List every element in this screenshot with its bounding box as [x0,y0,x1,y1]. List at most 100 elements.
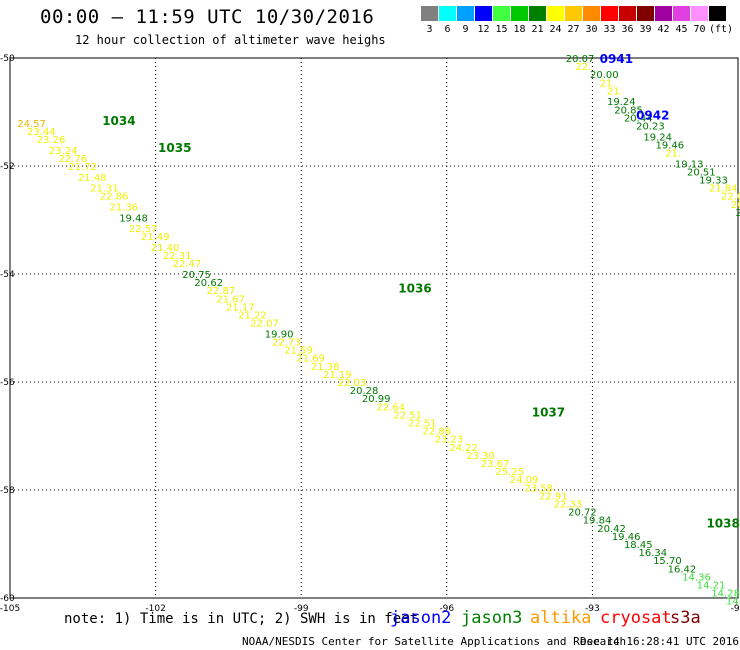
colorbar-tick-label: 36 [621,24,634,35]
wave-height-value: 22.31 [163,251,192,262]
pass-number-label: 1037 [532,406,565,420]
wave-height-value: 24.22 [449,443,478,454]
wave-height-value: 23.23 [435,435,464,446]
wave-height-value: 22. [575,62,591,73]
wave-height-value: 22.87 [207,286,236,297]
wave-height-value: 14. [726,597,740,608]
wave-height-value: 16.42 [668,564,697,575]
wave-height-value: 21.72 [68,162,97,173]
wave-height-value: 19.90 [265,329,294,340]
longitude-tick-label: -105 [0,604,20,614]
wave-height-value: 18.45 [624,540,653,551]
satellite-jason2-label: jason2 [390,608,452,628]
wave-height-value: 21. [607,86,623,97]
colorbar-tick-label: 9 [462,24,469,35]
wave-height-value: 19.46 [655,140,684,151]
colorbar-tick-label: 18 [513,24,526,35]
data-source-credit: NOAA/NESDIS Center for Satellite Applica… [242,635,627,648]
latitude-tick-label: -56 [0,378,15,388]
wave-height-value: 22.64 [376,402,405,413]
colorbar-tick-label: 45 [675,24,688,35]
wave-height-value: 21.19 [323,370,352,381]
longitude-tick-label: -99 [294,604,309,614]
wave-height-value: 20.28 [350,386,379,397]
generation-timestamp: Dec 14 16:28:41 UTC 2016 [580,635,739,648]
wave-height-value: 24.09 [510,475,539,486]
wave-height-value: 14.36 [682,572,711,583]
satellite-jason3-label: jason3 [461,608,523,628]
wave-height-value: 20. [731,200,740,211]
wave-height-value: 21.67 [216,294,245,305]
satellite-s3a-label: s3a [670,608,701,628]
colorbar-tick-label: 12 [477,24,490,35]
wave-height-value: 19.48 [119,213,148,224]
wave-height-value: 23.30 [466,451,495,462]
wave-height-value: 21.84 [709,184,738,195]
latitude-tick-label: -50 [0,54,15,64]
wave-height-value: 21.69 [296,354,325,365]
latitude-tick-label: -60 [0,594,15,604]
satellite-cryosat-label: cryosat [600,608,672,628]
colorbar-swatch [457,6,474,21]
wave-height-value: 23.58 [524,483,553,494]
colorbar-swatch [601,6,618,21]
wave-height-value: 23.24 [49,146,78,157]
wave-height-value: 21.17 [226,302,255,313]
wave-height-value: 22.76 [59,154,88,165]
wave-height-value: 16.34 [639,548,668,559]
pass-number-label: 0941 [600,52,633,66]
wave-height-value: 22.33 [554,500,583,511]
wave-height-value: 21.40 [151,243,180,254]
longitude-tick-label: -90 [731,604,740,614]
pass-number-label: 1034 [102,114,135,128]
wave-height-value: 23.67 [481,459,510,470]
colorbar-tick-label: 33 [603,24,616,35]
latitude-tick-label: -58 [0,486,15,496]
wave-height-value: 19.24 [643,132,672,143]
wave-height-value: 22.02 [721,192,740,203]
colorbar-tick-label: 30 [585,24,598,35]
wave-height-value: 15.70 [653,556,682,567]
units-note: note: 1) Time is in UTC; 2) SWH is in fe… [64,611,419,627]
wave-height-value: 21.59 [284,346,313,357]
map-subtitle: 12 hour collection of altimeter wave hei… [75,33,386,47]
wave-height-value: 20.51 [687,167,716,178]
wave-height-value: 19.24 [607,97,636,108]
pass-number-label: 0942 [636,109,669,123]
wave-height-value: 21.31 [90,184,119,195]
wave-height-value: 19.46 [612,532,641,543]
wave-height-value: 22.51 [393,410,422,421]
colorbar-swatch [529,6,546,21]
wave-height-value: 14.21 [697,581,726,592]
colorbar-swatch [547,6,564,21]
wave-height-value: 19.13 [675,159,704,170]
colorbar-swatch [673,6,690,21]
wave-height-value: 23.26 [37,135,66,146]
wave-height-value: 22.86 [423,427,452,438]
colorbar-unit-label: (ft) [709,24,734,35]
colorbar-tick-label: 39 [639,24,652,35]
colorbar-swatch [493,6,510,21]
wave-height-value: 20.75 [182,270,211,281]
colorbar-swatch [565,6,582,21]
colorbar-swatch [511,6,528,21]
colorbar-tick-label: 70 [693,24,706,35]
wave-height-value: 22.51 [408,419,437,430]
wave-height-value: 20.44 [624,113,653,124]
wave-height-value: 24.57 [17,119,46,130]
wave-height-value: 20.07 [566,54,595,65]
latitude-tick-label: -52 [0,162,15,172]
latitude-tick-label: -54 [0,270,15,280]
wave-height-value: 19.84 [583,516,612,527]
satellite-altika-label: altika [530,608,592,628]
colorbar-tick-label: 21 [531,24,544,35]
colorbar-swatch [475,6,492,21]
colorbar-tick-label: 6 [444,24,451,35]
wave-height-value: 22.47 [173,259,202,270]
colorbar-tick-label: 3 [426,24,433,35]
wave-height-value: 21. [665,149,681,160]
wave-height-value: 22.86 [100,192,129,203]
wave-height-value: 22.07 [250,319,279,330]
wave-height-value: 20.62 [194,278,223,289]
